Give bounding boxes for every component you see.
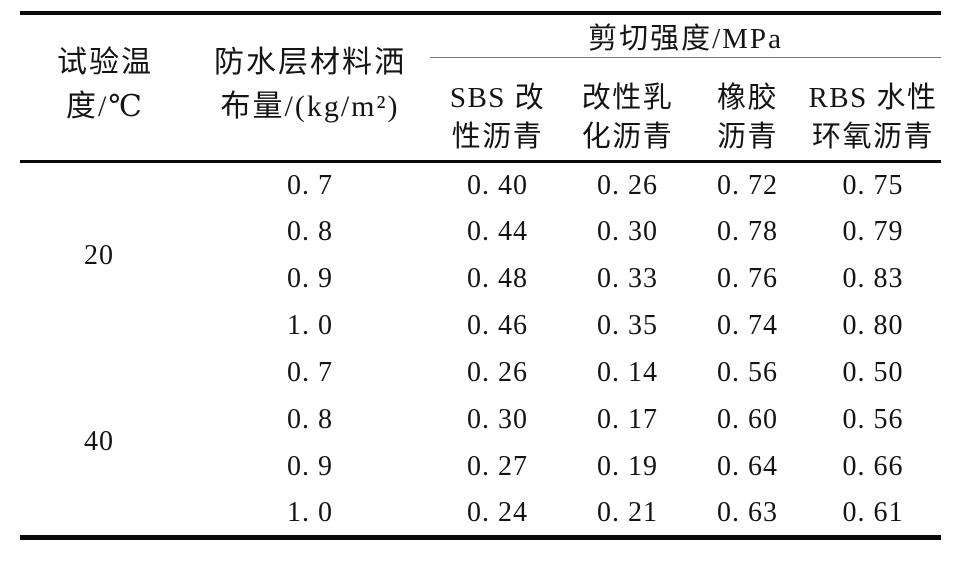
cell-value: 0. 76: [717, 263, 778, 294]
header-row-top: 试验温 度/℃ 防水层材料洒 布量/(kg/m²) 剪切强度/MPa: [20, 13, 942, 163]
cell-value: 0. 24: [467, 496, 528, 528]
header-material-emulsified-line2: 化沥青: [581, 121, 674, 153]
cell-value: 0. 64: [717, 451, 778, 482]
header-material-modified-emulsified-asphalt: 改性乳 化沥青: [565, 57, 690, 163]
cell-value: 0. 48: [467, 263, 528, 294]
page: 试验温 度/℃ 防水层材料洒 布量/(kg/m²) 剪切强度/MPa SBS 改…: [0, 11, 961, 540]
table-row: 0. 8 0. 44 0. 30 0. 78 0. 79: [20, 209, 941, 256]
cell-spray: 0. 7: [287, 169, 333, 201]
cell-spray: 0. 8: [287, 216, 333, 247]
cell-value: 0. 66: [842, 451, 904, 482]
cell-spray: 0. 8: [287, 404, 333, 435]
cell-value: 0. 14: [597, 357, 658, 388]
header-shear-strength-spanner: 剪切强度/MPa: [430, 13, 942, 58]
table-row: 40 0. 7 0. 26 0. 14 0. 56 0. 50: [20, 350, 941, 457]
table-body: 20 0. 7 0. 40 0. 26 0. 72 0. 75 0. 8 0. …: [20, 162, 941, 538]
cell-value: 0. 63: [717, 496, 778, 528]
cell-value: 0. 44: [467, 216, 528, 247]
header-spray-amount-line2: 布量/(kg/m²): [220, 89, 400, 123]
cell-value: 0. 79: [842, 216, 904, 247]
cell-value: 0. 56: [717, 357, 778, 388]
header-spray-amount: 防水层材料洒 布量/(kg/m²): [190, 13, 430, 163]
header-row-materials: SBS 改 性沥青 改性乳 化沥青 橡胶 沥青 RBS 水性 环氧沥青: [20, 57, 942, 163]
cell-temperature-20: 20: [84, 240, 114, 272]
header-material-rubber-asphalt: 橡胶 沥青: [690, 57, 805, 163]
header-spray-amount-line1: 防水层材料洒: [214, 45, 406, 79]
table-row: 0. 9 0. 48 0. 33 0. 76 0. 83: [20, 256, 941, 303]
header-test-temperature-line2: 度/℃: [66, 89, 144, 123]
cell-value: 0. 56: [842, 404, 904, 435]
header-material-rbs-waterborne-epoxy-asphalt: RBS 水性 环氧沥青: [805, 57, 942, 163]
cell-temperature-40: 40: [84, 426, 114, 458]
cell-value: 0. 19: [597, 451, 658, 482]
header-material-emulsified-line1: 改性乳: [581, 82, 674, 114]
table-row: 1. 0 0. 46 0. 35 0. 74 0. 80: [20, 303, 941, 350]
cell-value: 0. 46: [467, 310, 528, 341]
cell-value: 0. 30: [597, 216, 658, 247]
cell-spray: 1. 0: [287, 310, 333, 341]
cell-value: 0. 30: [467, 404, 528, 435]
cell-value: 0. 26: [467, 357, 528, 388]
cell-value: 0. 72: [717, 169, 778, 201]
cell-value: 0. 40: [467, 169, 528, 201]
header-material-sbs-line1: SBS 改: [449, 82, 546, 114]
cell-value: 0. 61: [842, 496, 904, 528]
cell-value: 0. 21: [597, 496, 658, 528]
cell-value: 0. 27: [467, 451, 528, 482]
cell-spray: 0. 9: [287, 451, 333, 482]
cell-spray: 1. 0: [287, 496, 333, 528]
cell-spray: 0. 7: [287, 357, 333, 388]
cell-value: 0. 26: [597, 169, 658, 201]
cell-value: 0. 60: [717, 404, 778, 435]
cell-value: 0. 33: [597, 263, 658, 294]
cell-value: 0. 74: [717, 310, 778, 341]
cell-value: 0. 75: [842, 169, 904, 201]
header-material-rbs-line2: 环氧沥青: [812, 121, 935, 153]
cell-value: 0. 17: [597, 404, 658, 435]
header-material-sbs-line2: 性沥青: [451, 121, 544, 153]
cell-value: 0. 78: [717, 216, 778, 247]
table-row: 0. 9 0. 27 0. 19 0. 64 0. 66: [20, 444, 941, 491]
cell-value: 0. 80: [842, 310, 904, 341]
header-test-temperature: 试验温 度/℃: [20, 13, 190, 163]
cell-value: 0. 50: [842, 357, 904, 388]
shear-strength-table: 试验温 度/℃ 防水层材料洒 布量/(kg/m²) 剪切强度/MPa SBS 改…: [20, 11, 942, 540]
header-material-rubber-line1: 橡胶: [716, 82, 778, 114]
cell-value: 0. 83: [842, 263, 904, 294]
table-row: 0. 8 0. 30 0. 17 0. 60 0. 56: [20, 397, 941, 444]
table-row: 20 0. 7 0. 40 0. 26 0. 72 0. 75: [20, 162, 941, 272]
table-row: 1. 0 0. 24 0. 21 0. 63 0. 61: [20, 491, 941, 538]
header-material-rbs-line1: RBS 水性: [808, 82, 938, 114]
header-test-temperature-line1: 试验温: [57, 45, 153, 79]
header-material-rubber-line2: 沥青: [716, 121, 778, 153]
header-material-sbs-modified-asphalt: SBS 改 性沥青: [430, 57, 565, 163]
cell-spray: 0. 9: [287, 263, 333, 294]
table-header: 试验温 度/℃ 防水层材料洒 布量/(kg/m²) 剪切强度/MPa SBS 改…: [20, 13, 942, 163]
cell-value: 0. 35: [597, 310, 658, 341]
